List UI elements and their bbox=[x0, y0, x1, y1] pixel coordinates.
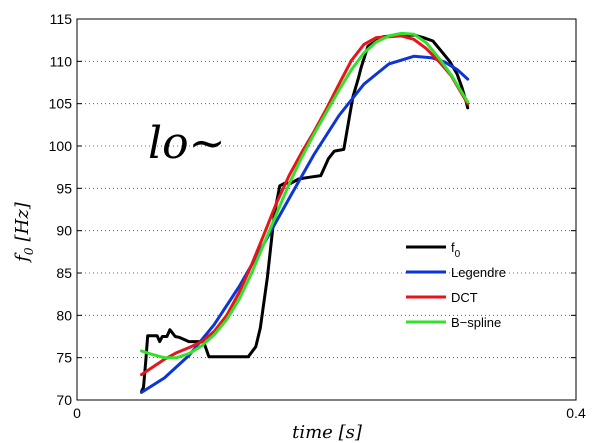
x-axis-label-unit: [s] bbox=[339, 422, 363, 443]
y-tick-label: 85 bbox=[56, 265, 72, 281]
legend-label: B−spline bbox=[451, 315, 501, 330]
legend-label: f0 bbox=[451, 240, 461, 260]
y-axis-label-sub: 0 bbox=[22, 247, 36, 255]
legend-label-sub: 0 bbox=[455, 249, 461, 260]
y-tick-label: 75 bbox=[56, 350, 72, 366]
x-axis-label-main: time bbox=[292, 422, 333, 443]
y-tick-label: 115 bbox=[50, 11, 73, 27]
y-tick-label: 80 bbox=[56, 307, 72, 323]
y-tick-label: 105 bbox=[49, 96, 73, 112]
x-tick-label: 0.4 bbox=[566, 405, 586, 421]
annotation-text: lo~ bbox=[148, 118, 225, 169]
legend-label: Legendre bbox=[451, 265, 506, 280]
y-tick-label: 70 bbox=[56, 392, 72, 408]
y-tick-label: 95 bbox=[56, 180, 72, 196]
y-axis-label-unit: [Hz] bbox=[12, 201, 33, 241]
legend-label: DCT bbox=[451, 290, 478, 305]
x-axis-label: time [s] bbox=[292, 422, 363, 443]
y-tick-label: 110 bbox=[50, 53, 73, 69]
y-tick-label: 100 bbox=[49, 138, 73, 154]
series-layer bbox=[140, 31, 470, 394]
x-tick-label: 0 bbox=[73, 405, 81, 421]
series-line-b-spline bbox=[140, 31, 470, 360]
ticks: 70 75 80 85 90 95 100 105 110 115 0 0.4 bbox=[49, 11, 586, 421]
legend: f0 Legendre DCT B−spline bbox=[406, 240, 506, 330]
series-line-dct bbox=[140, 34, 470, 377]
y-tick-label: 90 bbox=[56, 223, 72, 239]
plot-frame bbox=[76, 18, 577, 401]
